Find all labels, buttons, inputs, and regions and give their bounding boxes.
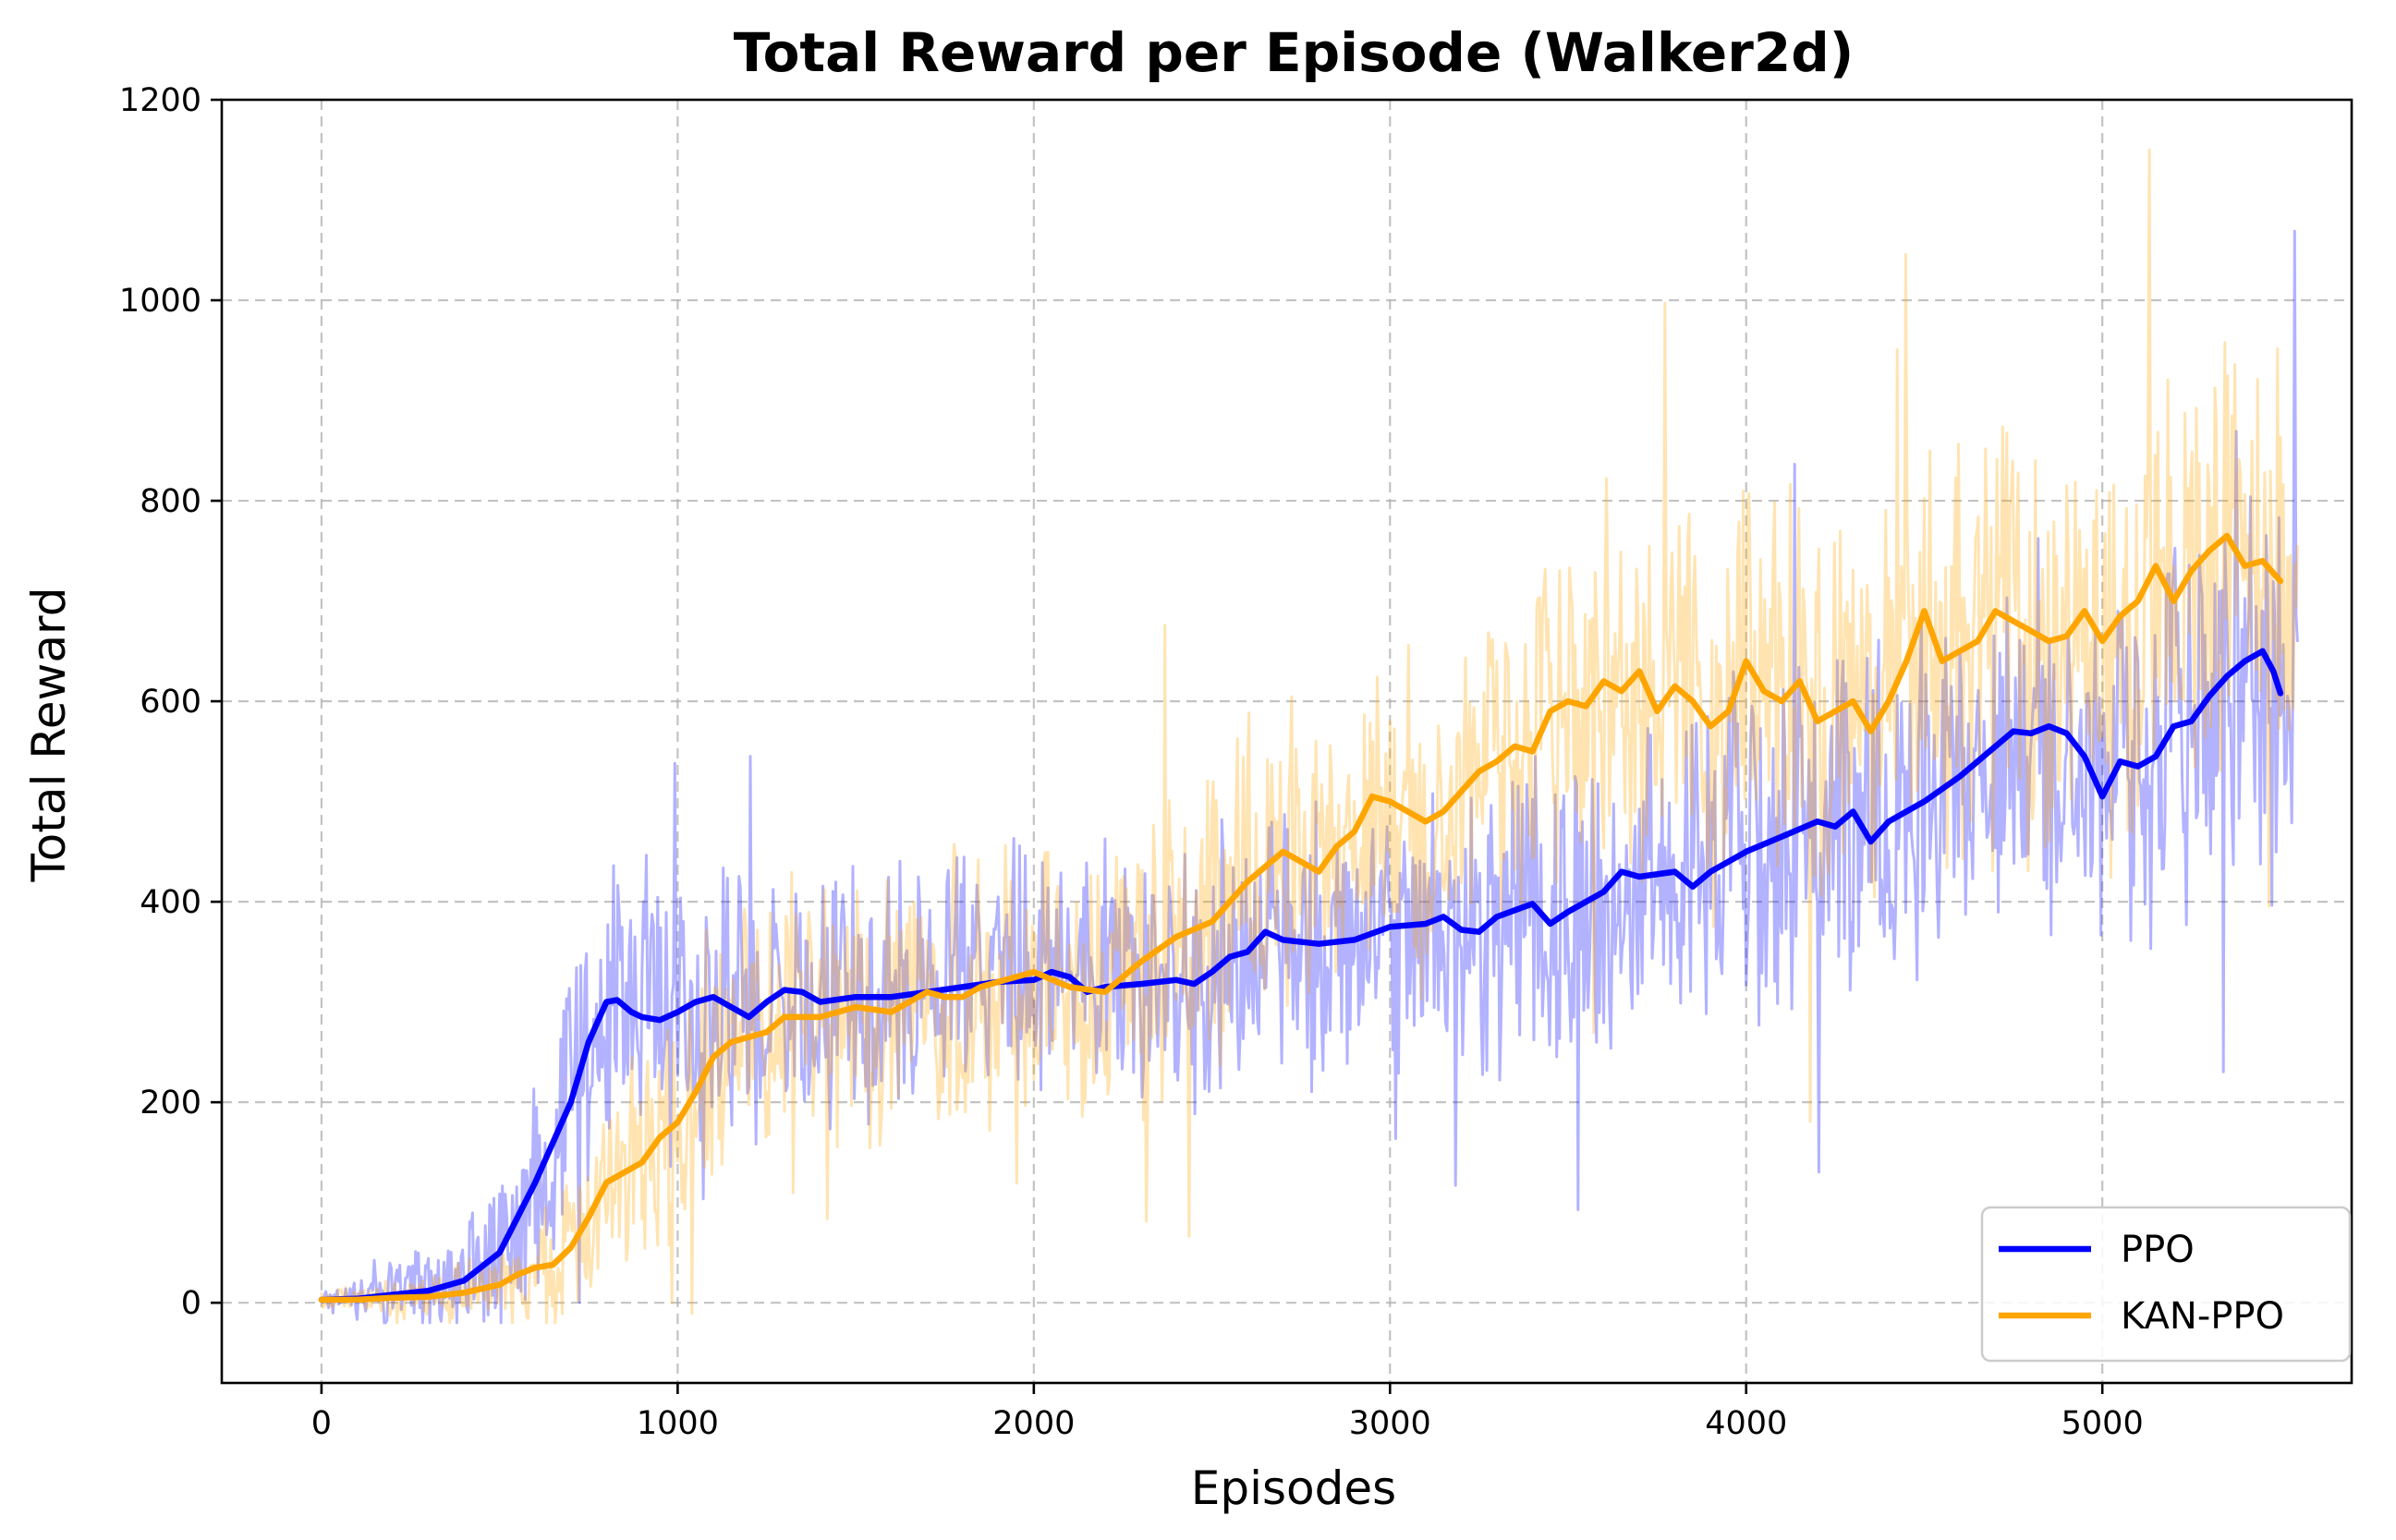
axis-ticks: 0 1000 2000 3000 4000 5000 0 200 400 600 800 1000 12… — [119, 82, 2144, 1442]
x-tick-label: 5000 — [2062, 1405, 2144, 1442]
plot-frame — [220, 98, 2353, 1385]
series-line-ppo — [318, 648, 2284, 1304]
y-tick-label: 0 — [181, 1285, 201, 1322]
y-tick-label: 600 — [140, 684, 201, 721]
raw-trace-kan-ppo — [320, 148, 2299, 1325]
legend: PPO KAN-PPO — [1980, 1206, 2352, 1363]
x-tick-label: 0 — [311, 1405, 332, 1442]
y-axis-label: Total Reward — [22, 588, 76, 883]
smoothed-lines — [318, 532, 2284, 1304]
raw-trace-ppo — [320, 229, 2299, 1325]
y-tick-label: 200 — [140, 1085, 201, 1122]
grid — [222, 100, 2352, 1383]
y-tick-label: 1000 — [119, 283, 201, 320]
x-tick-label: 1000 — [637, 1405, 719, 1442]
raw-traces — [320, 148, 2299, 1325]
legend-label: KAN-PPO — [2121, 1295, 2284, 1338]
y-tick-label: 1200 — [119, 82, 201, 119]
chart-title: Total Reward per Episode (Walker2d) — [734, 21, 1855, 84]
x-tick-label: 3000 — [1349, 1405, 1431, 1442]
x-axis-label: Episodes — [1191, 1461, 1396, 1515]
series-line-kan-ppo — [318, 532, 2284, 1304]
x-tick-label: 4000 — [1705, 1405, 1787, 1442]
y-tick-label: 400 — [140, 884, 201, 921]
y-tick-label: 800 — [140, 483, 201, 520]
legend-label: PPO — [2121, 1229, 2195, 1271]
x-tick-label: 2000 — [992, 1405, 1075, 1442]
legend-box — [1980, 1206, 2352, 1363]
